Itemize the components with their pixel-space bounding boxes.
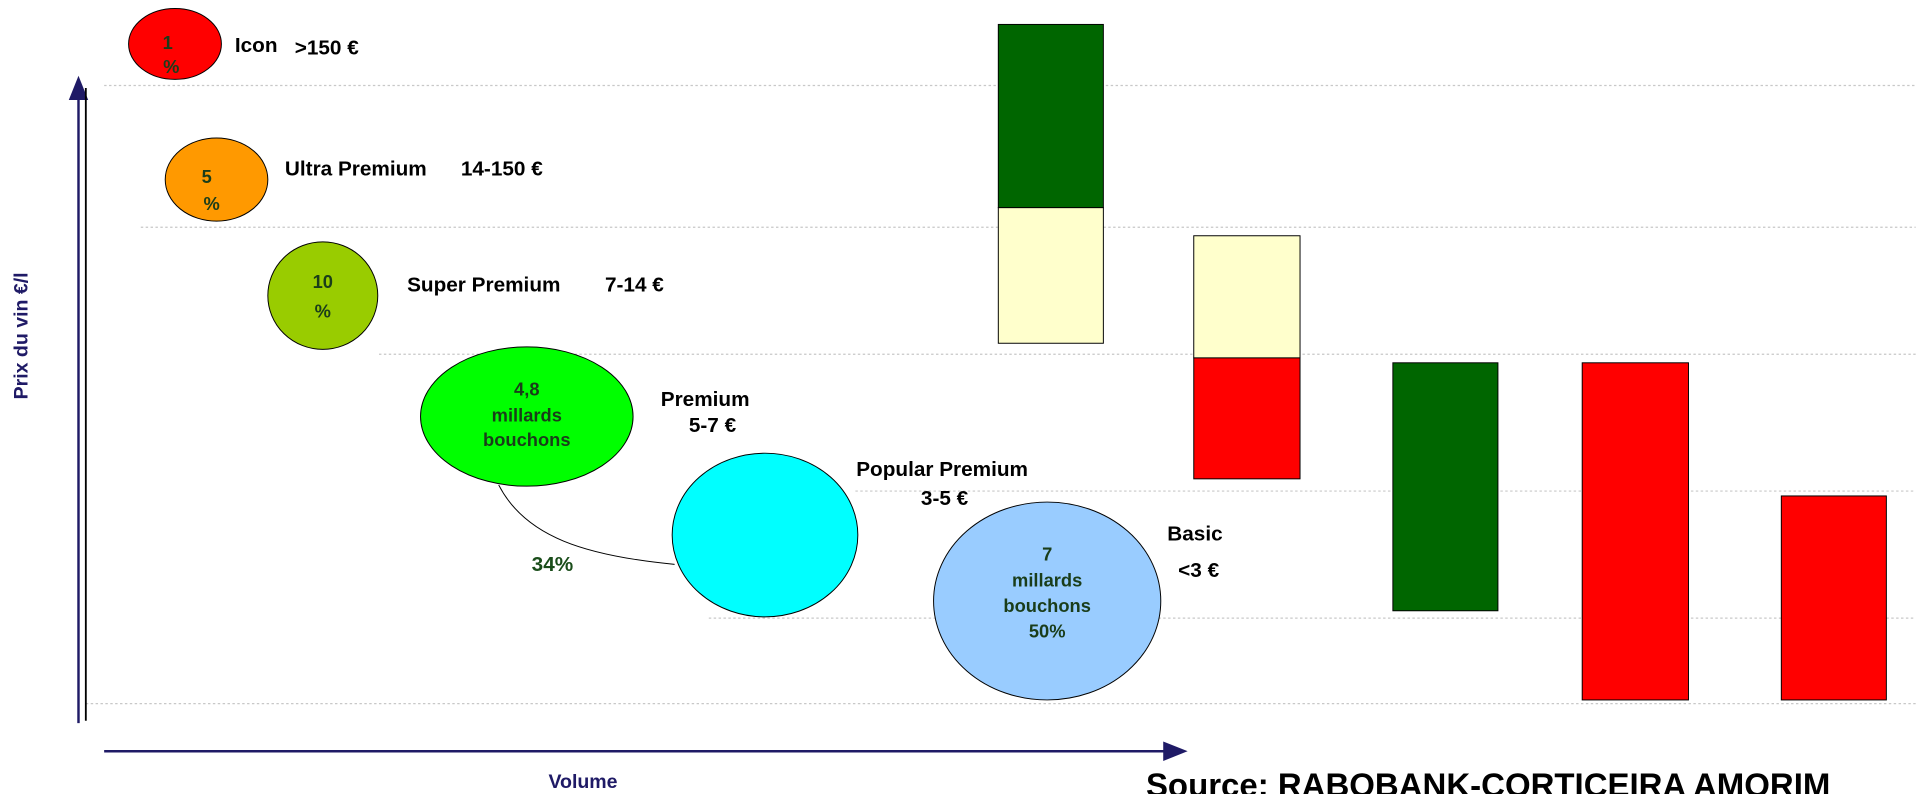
segment-name: Basic [1167, 523, 1222, 546]
segment-name: Popular Premium [856, 458, 1028, 481]
segment-price: 7-14 € [605, 273, 664, 296]
bubble-text: 10 [313, 271, 333, 292]
segment-bubble [420, 346, 634, 487]
segment-name: Super Premium [407, 273, 560, 296]
bubble-text: millards [492, 404, 562, 425]
bubble-text: 50% [1029, 621, 1066, 642]
connector [498, 484, 675, 565]
y-axis-label: Prix du vin €/l [10, 272, 32, 399]
segment-name: Premium [661, 388, 750, 411]
bubble-text: % [163, 56, 179, 77]
segment-price: 5-7 € [689, 414, 737, 437]
bubble-text: bouchons [483, 429, 571, 450]
bubble-text: % [203, 193, 219, 214]
segment-price: <3 € [1178, 559, 1219, 582]
segment-price: 3-5 € [921, 487, 969, 510]
annotation: 34% [532, 553, 574, 576]
bars [997, 23, 1887, 701]
segment-price: 14-150 € [461, 157, 543, 180]
segment-name: Ultra Premium [285, 157, 427, 180]
segment-bubble [267, 241, 379, 350]
segment-bubble [164, 137, 269, 222]
segment-bubble [128, 8, 222, 80]
bubble-text: 1 [163, 32, 173, 53]
segment-name: Icon [235, 34, 278, 57]
segment-bubble [671, 452, 859, 618]
bubble-text: % [315, 301, 331, 322]
bubble-text: bouchons [1003, 595, 1091, 616]
bubble-text: 5 [202, 166, 212, 187]
segment-price: >150 € [295, 36, 360, 59]
bubble-text: 7 [1042, 544, 1052, 565]
bubble-text: 4,8 [514, 379, 539, 400]
x-axis-label: Volume [548, 771, 617, 793]
segment-bubble [933, 501, 1162, 701]
source: Source: RABOBANK-CORTICEIRA AMORIM [1146, 767, 1830, 794]
bubble-text: millards [1012, 569, 1082, 590]
